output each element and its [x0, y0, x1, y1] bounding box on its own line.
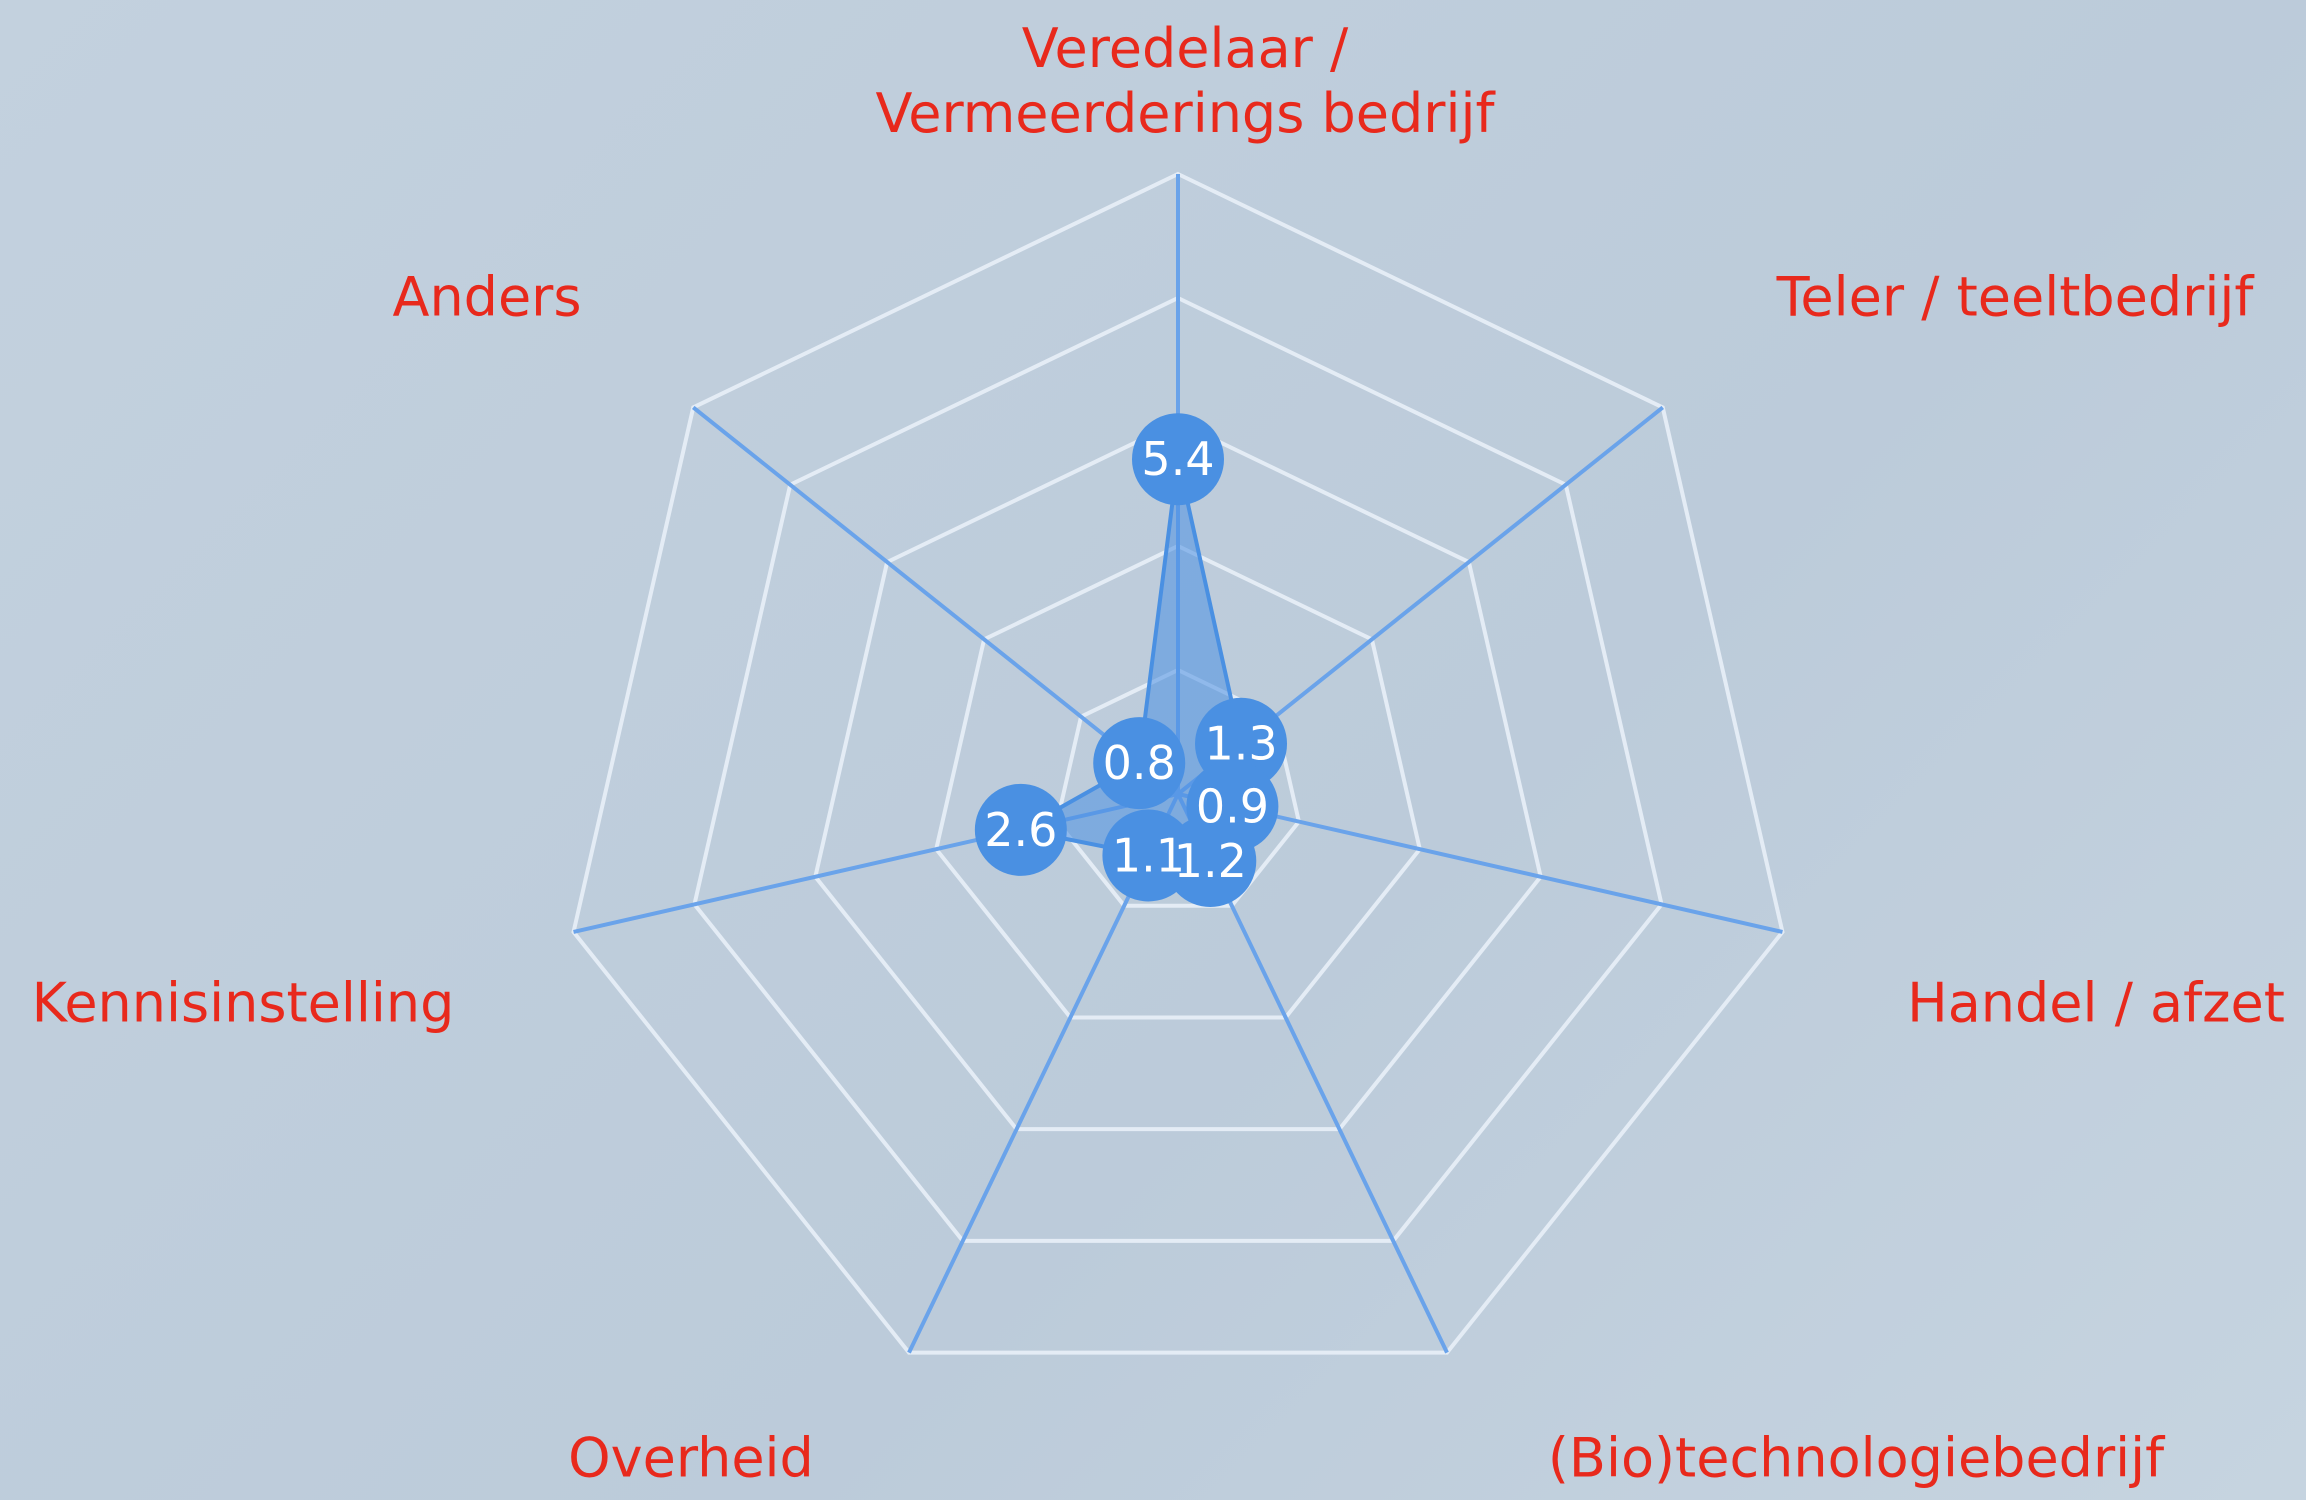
value-label: 1.3: [1204, 717, 1277, 771]
value-label: 0.8: [1103, 736, 1176, 790]
category-label: Overheid: [568, 1427, 814, 1492]
category-label: Handel / afzet: [1907, 972, 2285, 1037]
category-label: Veredelaar / Vermeerderings bedrijf: [825, 17, 1545, 147]
category-label: (Bio)technologiebedrijf: [1548, 1427, 2164, 1492]
value-label: 5.4: [1141, 432, 1214, 486]
category-label: Kennisinstelling: [32, 972, 455, 1037]
page: 5.41.30.91.21.12.60.8 (() => { const dat…: [0, 0, 2306, 1500]
value-label: 2.6: [984, 803, 1057, 857]
chart: 5.41.30.91.21.12.60.8: [0, 0, 2306, 1500]
category-label: Anders: [393, 266, 582, 331]
category-label: Teler / teeltbedrijf: [1777, 266, 2254, 331]
value-label: 1.1: [1112, 828, 1185, 882]
value-label: 0.9: [1196, 779, 1269, 833]
